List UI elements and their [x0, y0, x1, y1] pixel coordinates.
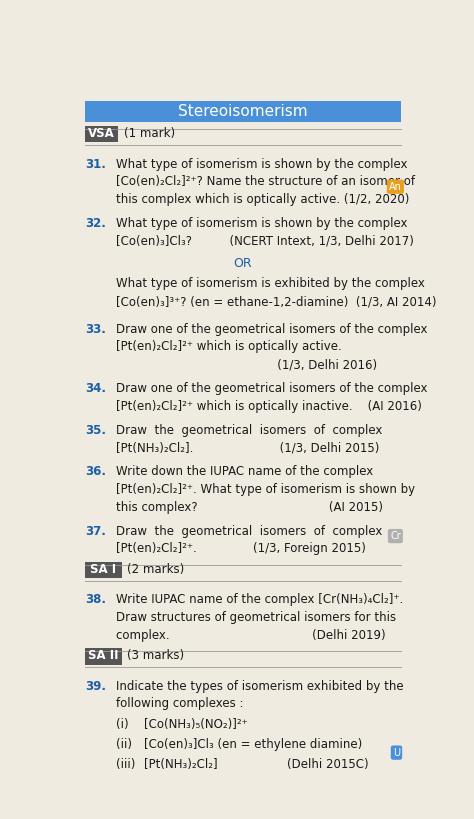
Text: 36.: 36. — [85, 465, 106, 478]
Text: What type of isomerism is shown by the complex: What type of isomerism is shown by the c… — [116, 217, 408, 230]
Text: What type of isomerism is shown by the complex: What type of isomerism is shown by the c… — [116, 157, 408, 170]
Text: 39.: 39. — [85, 680, 106, 693]
Text: [Pt(NH₃)₂Cl₂].                       (1/3, Delhi 2015): [Pt(NH₃)₂Cl₂]. (1/3, Delhi 2015) — [116, 441, 380, 455]
Text: 38.: 38. — [85, 593, 106, 606]
Text: following complexes :: following complexes : — [116, 698, 244, 710]
Text: Draw one of the geometrical isomers of the complex: Draw one of the geometrical isomers of t… — [116, 382, 428, 395]
FancyBboxPatch shape — [85, 126, 118, 143]
Text: OR: OR — [234, 257, 252, 270]
Text: [Pt(en)₂Cl₂]²⁺ which is optically inactive.    (AI 2016): [Pt(en)₂Cl₂]²⁺ which is optically inacti… — [116, 400, 422, 413]
Text: this complex?                                   (AI 2015): this complex? (AI 2015) — [116, 500, 383, 514]
Text: [Pt(en)₂Cl₂]²⁺.               (1/3, Foreign 2015): [Pt(en)₂Cl₂]²⁺. (1/3, Foreign 2015) — [116, 542, 366, 555]
Text: [Pt(NH₃)₂Cl₂]: [Pt(NH₃)₂Cl₂] — [144, 758, 218, 771]
Text: [Pt(en)₂Cl₂]²⁺ which is optically active.: [Pt(en)₂Cl₂]²⁺ which is optically active… — [116, 341, 342, 354]
Text: (i): (i) — [116, 717, 129, 731]
Text: Stereoisomerism: Stereoisomerism — [178, 104, 308, 119]
Text: U: U — [393, 748, 400, 758]
Text: VSA: VSA — [88, 127, 115, 140]
Text: 32.: 32. — [85, 217, 106, 230]
FancyBboxPatch shape — [85, 101, 401, 122]
Text: this complex which is optically active. (1/2, 2020): this complex which is optically active. … — [116, 193, 410, 206]
Text: An: An — [389, 182, 402, 192]
Text: (2 marks): (2 marks) — [127, 563, 184, 576]
Text: [Pt(en)₂Cl₂]²⁺. What type of isomerism is shown by: [Pt(en)₂Cl₂]²⁺. What type of isomerism i… — [116, 483, 415, 496]
Text: complex.                                      (Delhi 2019): complex. (Delhi 2019) — [116, 629, 386, 641]
Text: (Delhi 2015C): (Delhi 2015C) — [287, 758, 369, 771]
Text: Draw  the  geometrical  isomers  of  complex: Draw the geometrical isomers of complex — [116, 423, 383, 437]
Text: 37.: 37. — [85, 525, 106, 537]
Text: 31.: 31. — [85, 157, 106, 170]
Text: (3 marks): (3 marks) — [127, 649, 184, 663]
Text: (1/3, Delhi 2016): (1/3, Delhi 2016) — [116, 358, 377, 371]
Text: SA I: SA I — [90, 563, 117, 576]
Text: Draw  the  geometrical  isomers  of  complex: Draw the geometrical isomers of complex — [116, 525, 383, 537]
Text: What type of isomerism is exhibited by the complex: What type of isomerism is exhibited by t… — [116, 278, 425, 291]
Text: Cr: Cr — [390, 531, 401, 541]
Text: Draw structures of geometrical isomers for this: Draw structures of geometrical isomers f… — [116, 611, 396, 624]
Text: [Co(en)₃]Cl₃ (en = ethylene diamine): [Co(en)₃]Cl₃ (en = ethylene diamine) — [144, 738, 362, 751]
Text: 34.: 34. — [85, 382, 106, 395]
Text: [Co(en)₂Cl₂]²⁺? Name the structure of an isomer of: [Co(en)₂Cl₂]²⁺? Name the structure of an… — [116, 175, 415, 188]
FancyBboxPatch shape — [85, 648, 122, 664]
Text: [Co(en)₃]Cl₃?          (NCERT Intext, 1/3, Delhi 2017): [Co(en)₃]Cl₃? (NCERT Intext, 1/3, Delhi … — [116, 234, 414, 247]
Text: SA II: SA II — [88, 649, 118, 663]
Text: 35.: 35. — [85, 423, 106, 437]
Text: (iii): (iii) — [116, 758, 136, 771]
Text: 33.: 33. — [85, 323, 106, 336]
Text: (ii): (ii) — [116, 738, 132, 751]
Text: [Co(en)₃]³⁺? (en = ethane-1,2-diamine)  (1/3, AI 2014): [Co(en)₃]³⁺? (en = ethane-1,2-diamine) (… — [116, 295, 437, 308]
Text: [Co(NH₃)₅(NO₂)]²⁺: [Co(NH₃)₅(NO₂)]²⁺ — [144, 717, 247, 731]
Text: Write down the IUPAC name of the complex: Write down the IUPAC name of the complex — [116, 465, 374, 478]
Text: Write IUPAC name of the complex [Cr(NH₃)₄Cl₂]⁺.: Write IUPAC name of the complex [Cr(NH₃)… — [116, 593, 403, 606]
Text: (1 mark): (1 mark) — [124, 127, 174, 140]
Text: Draw one of the geometrical isomers of the complex: Draw one of the geometrical isomers of t… — [116, 323, 428, 336]
Text: Indicate the types of isomerism exhibited by the: Indicate the types of isomerism exhibite… — [116, 680, 404, 693]
FancyBboxPatch shape — [85, 562, 122, 578]
